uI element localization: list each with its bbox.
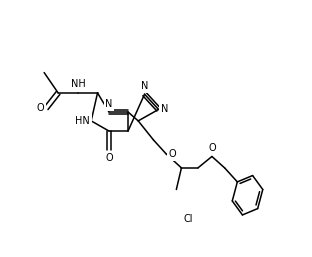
Text: NH: NH [71,79,86,89]
Text: O: O [37,103,44,113]
Text: N: N [105,99,113,109]
Text: O: O [105,153,113,163]
Text: HN: HN [75,116,90,126]
Text: N: N [141,81,148,91]
Text: O: O [168,149,176,159]
Text: Cl: Cl [183,214,193,224]
Text: Cl: Cl [183,213,193,223]
Text: N: N [161,104,168,114]
Text: O: O [208,143,216,153]
